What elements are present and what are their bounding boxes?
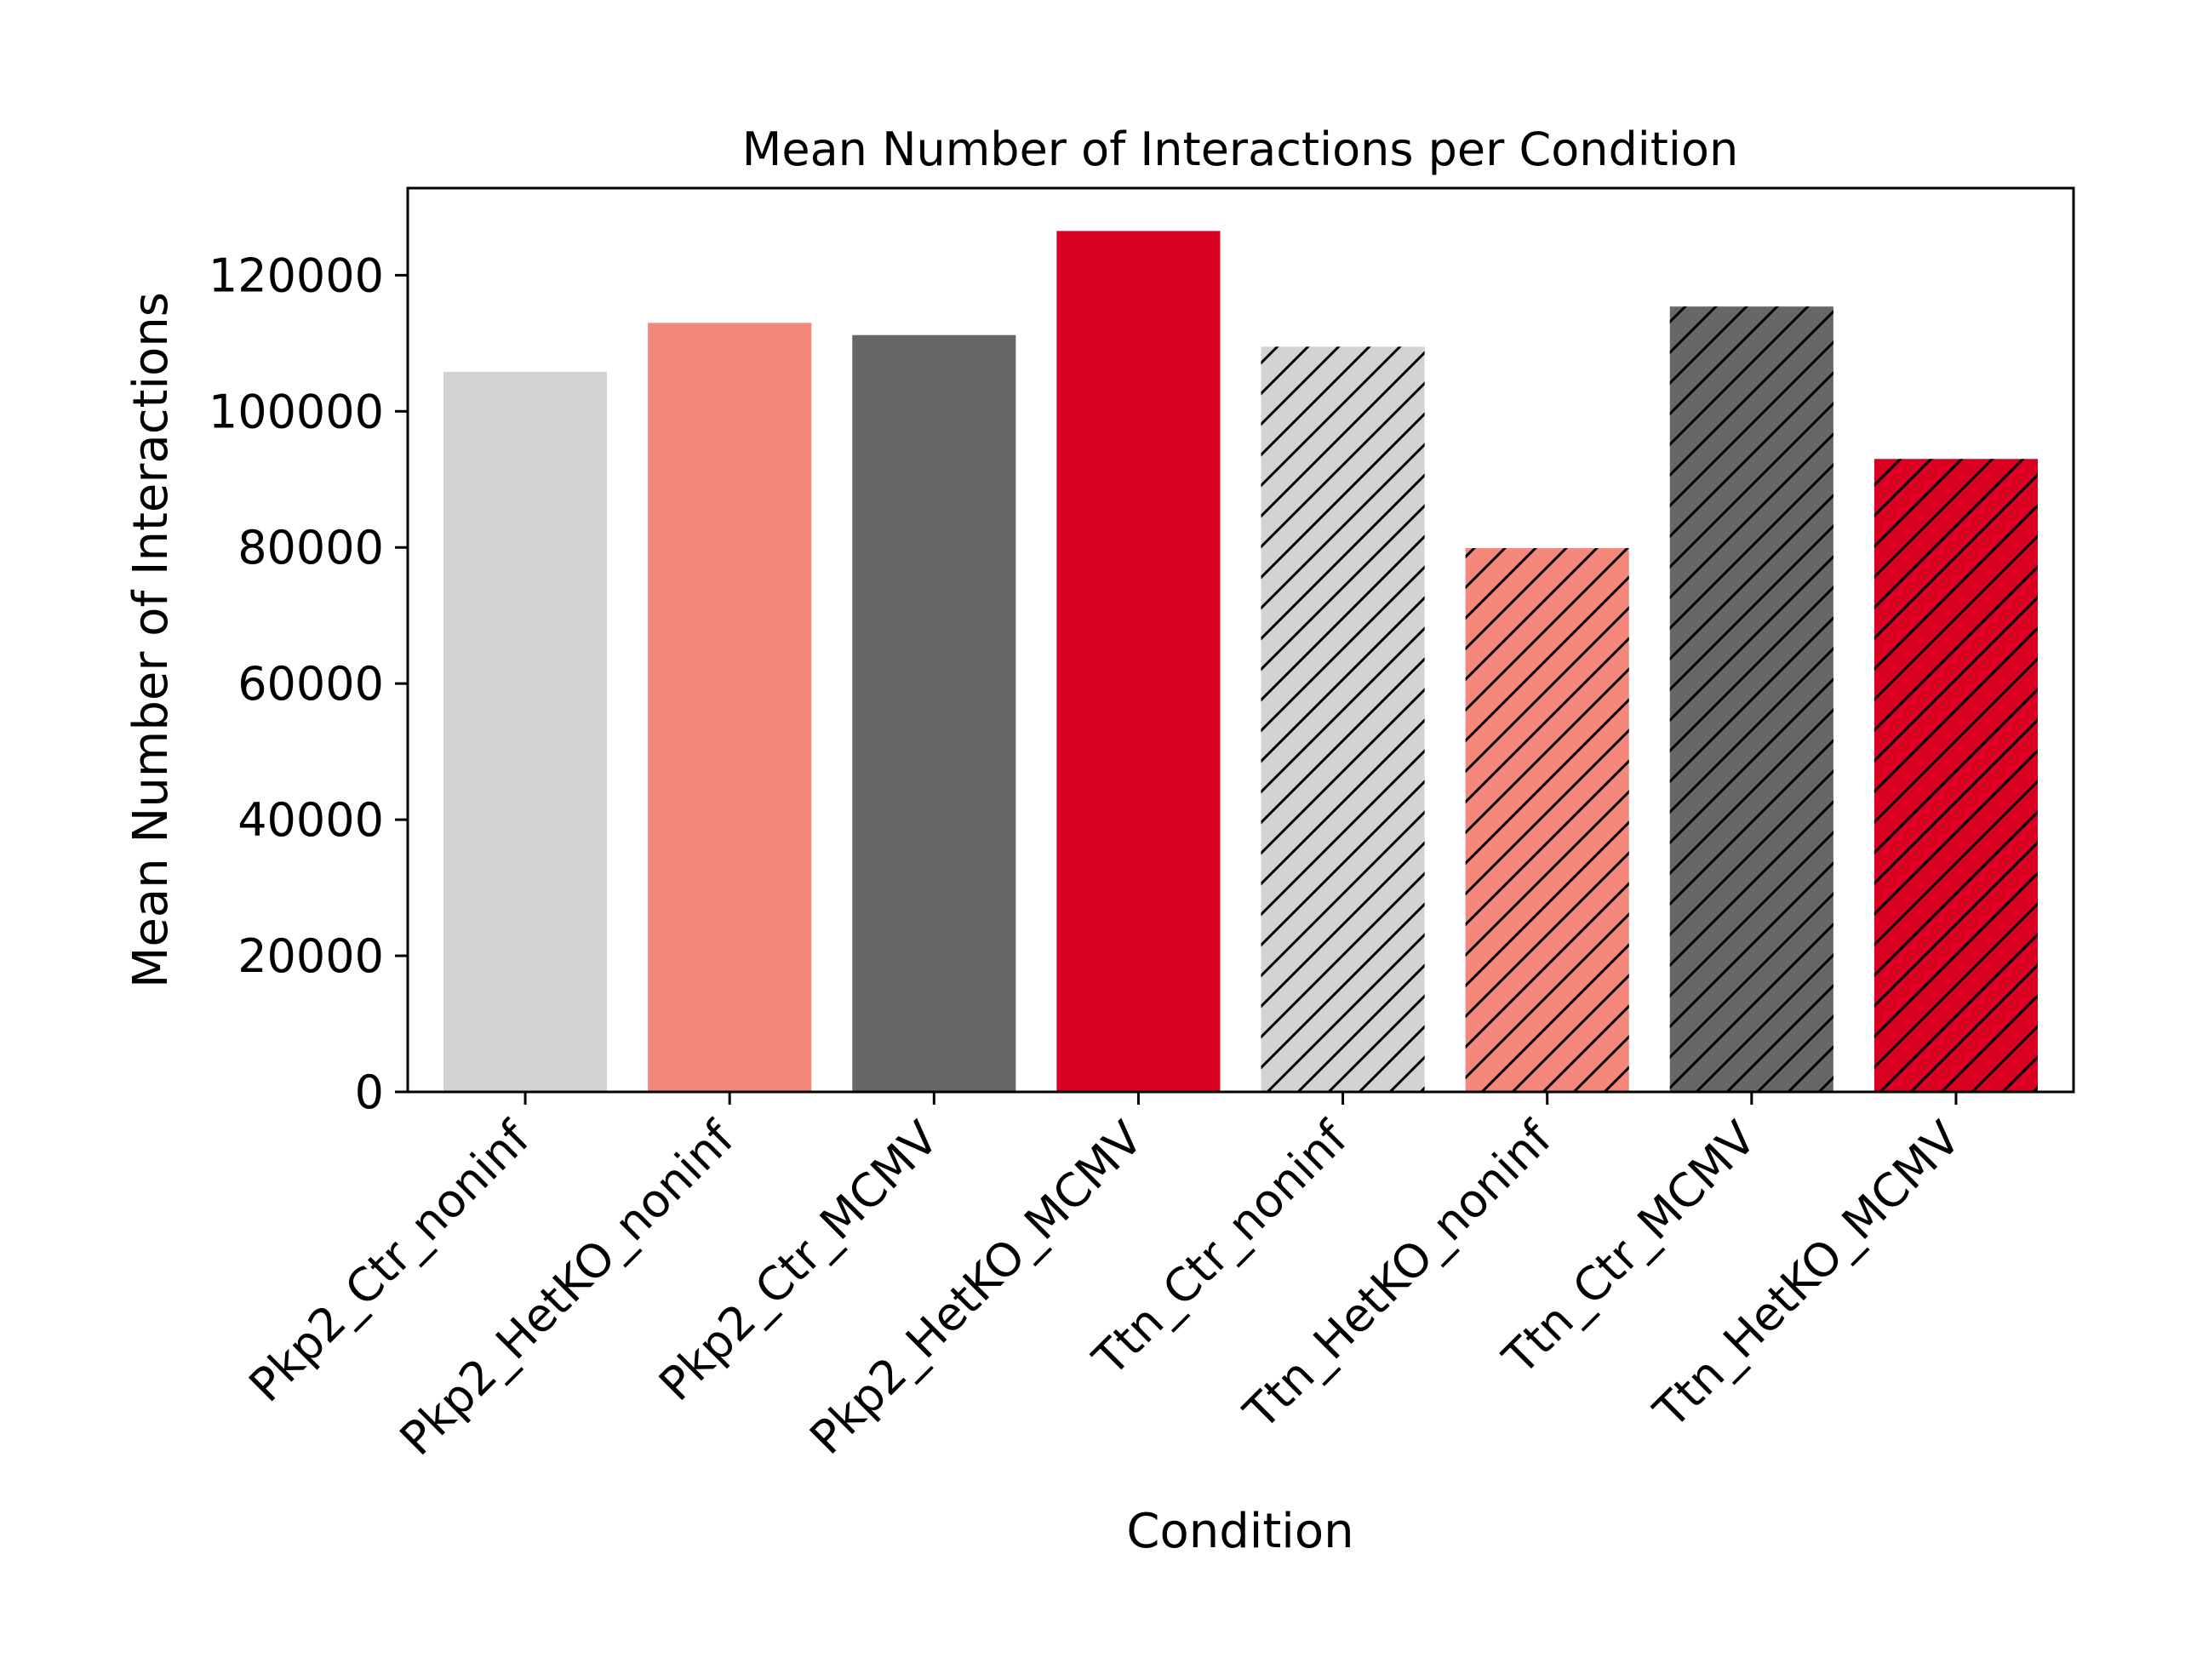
bar-Pkp2_HetKO_MCMV (1056, 231, 1221, 1093)
x-axis-label: Condition (1126, 1504, 1353, 1559)
plot-frame (406, 186, 2075, 1094)
bar-hatch-Ttn_Ctr_MCMV (1669, 306, 1833, 1092)
bar-Pkp2_Ctr_MCMV (852, 334, 1016, 1092)
y-tick-label: 20000 (237, 929, 384, 983)
bar-hatch-Ttn_HetKO_noninf (1465, 548, 1629, 1092)
bar-Pkp2_HetKO_noninf (648, 323, 812, 1093)
x-tick-label: Pkp2_HetKO_MCMV (799, 1111, 1153, 1465)
y-tick-label: 0 (355, 1066, 384, 1119)
x-tick-label: Pkp2_HetKO_noninf (390, 1110, 746, 1466)
y-tick-label: 100000 (209, 385, 384, 438)
y-tick-label: 120000 (209, 249, 384, 302)
bar-hatch-Ttn_Ctr_noninf (1261, 346, 1425, 1092)
bar-Pkp2_Ctr_noninf (443, 371, 608, 1092)
y-tick-label: 80000 (237, 521, 384, 574)
y-tick-label: 60000 (237, 657, 384, 711)
chart-title: Mean Number of Interactions per Conditio… (742, 123, 1738, 176)
y-axis-label: Mean Number of Interactions (123, 292, 179, 988)
y-tick-label: 40000 (237, 793, 384, 847)
y-axis: 0 20000 40000 60000 80000 100000 120000 (209, 249, 408, 1119)
bar-hatch-Ttn_HetKO_MCMV (1874, 459, 2038, 1092)
bars-group (443, 231, 2038, 1093)
x-axis: Pkp2_Ctr_noninfPkp2_HetKO_noninfPkp2_Ctr… (238, 1092, 1971, 1466)
